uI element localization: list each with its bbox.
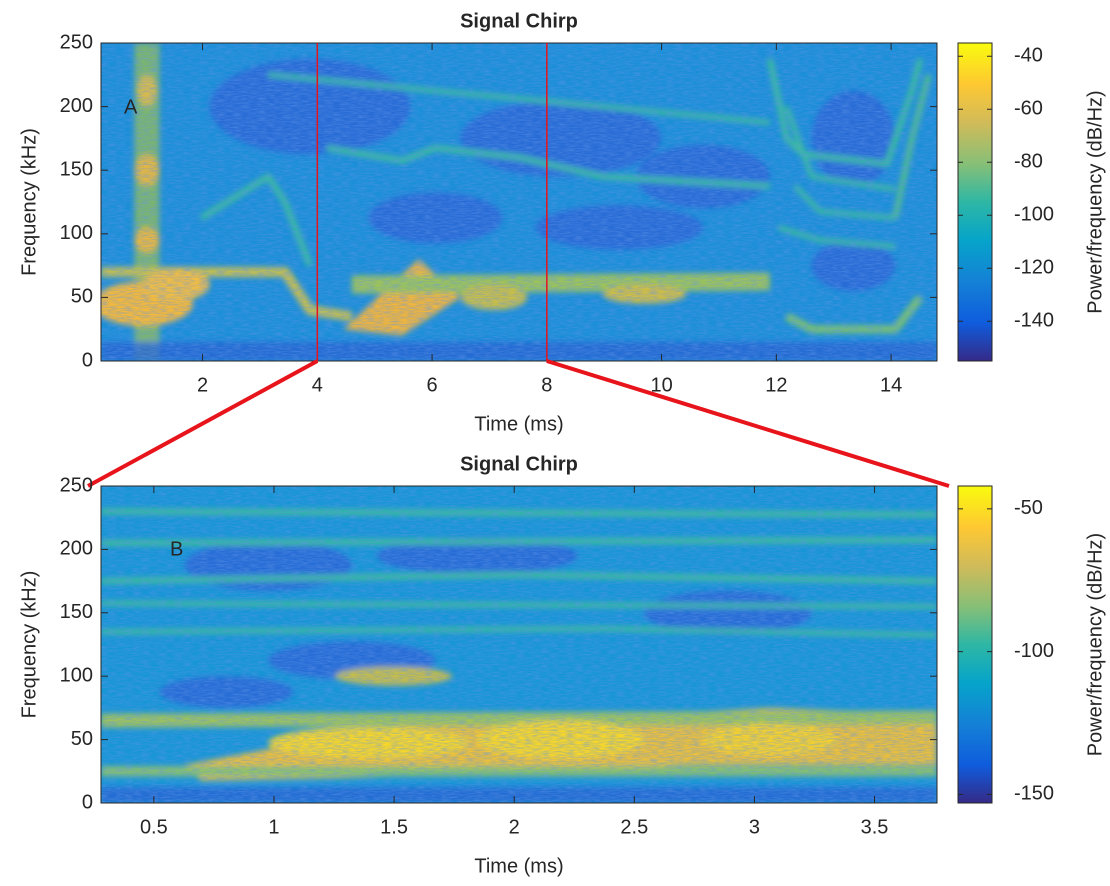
zoom-connector [87,359,319,488]
image-noise [101,486,937,803]
zoom-connector [546,359,950,488]
x-tick-label: 0.5 [140,816,168,838]
y-tick-label: 250 [60,474,93,496]
chart-title: Signal Chirp [460,10,578,32]
x-tick-label: 2 [509,816,520,838]
x-tick-label: 4 [312,374,323,396]
colorbar-tick-label: -80 [1014,151,1043,173]
y-tick-label: 150 [60,601,93,623]
axes-box [100,485,938,804]
colorbar-tick-label: -60 [1014,98,1043,120]
y-tick-label: 50 [71,728,93,750]
y-tick-label: 50 [71,286,93,308]
chart-title: Signal Chirp [460,453,578,475]
x-tick-label: 3.5 [861,816,889,838]
y-tick-label: 0 [82,349,93,371]
x-tick-label: 2.5 [620,816,648,838]
y-tick-label: 200 [60,95,93,117]
annotation: A [124,96,138,118]
axes-box [100,42,938,362]
x-tick-label: 3 [749,816,760,838]
colorbar [957,42,993,362]
colorbar-tick-label: -100 [1014,204,1054,226]
x-tick-label: 10 [650,374,672,396]
colorbar-tick-label: -150 [1014,783,1054,805]
x-tick-label: 6 [427,374,438,396]
colorbar-label: Power/frequency (dB/Hz) [1084,533,1106,756]
x-tick-label: 2 [197,374,208,396]
colorbar-tick-label: -40 [1014,45,1043,67]
spectrogram-image [101,43,937,361]
y-tick-label: 150 [60,158,93,180]
x-tick-label: 1.5 [380,816,408,838]
colorbar-tick-label: -50 [1014,497,1043,519]
image-noise [101,43,937,361]
colorbar-tick-label: -120 [1014,257,1054,279]
y-tick-label: 100 [60,222,93,244]
colorbar-label: Power/frequency (dB/Hz) [1084,90,1106,313]
y-tick-label: 0 [82,791,93,813]
y-axis-label: Frequency (kHz) [18,128,40,276]
spectrogram-image [101,486,937,803]
x-axis-label: Time (ms) [474,855,563,877]
colorbar [957,485,993,804]
x-tick-label: 1 [268,816,279,838]
y-tick-label: 250 [60,31,93,53]
annotation: B [170,538,183,560]
y-tick-label: 200 [60,538,93,560]
x-tick-label: 12 [765,374,787,396]
x-tick-label: 8 [541,374,552,396]
colorbar-tick-label: -140 [1014,310,1054,332]
colorbar-tick-label: -100 [1014,640,1054,662]
x-axis-label: Time (ms) [474,413,563,435]
x-tick-label: 14 [880,374,902,396]
y-axis-label: Frequency (kHz) [18,571,40,719]
y-tick-label: 100 [60,664,93,686]
